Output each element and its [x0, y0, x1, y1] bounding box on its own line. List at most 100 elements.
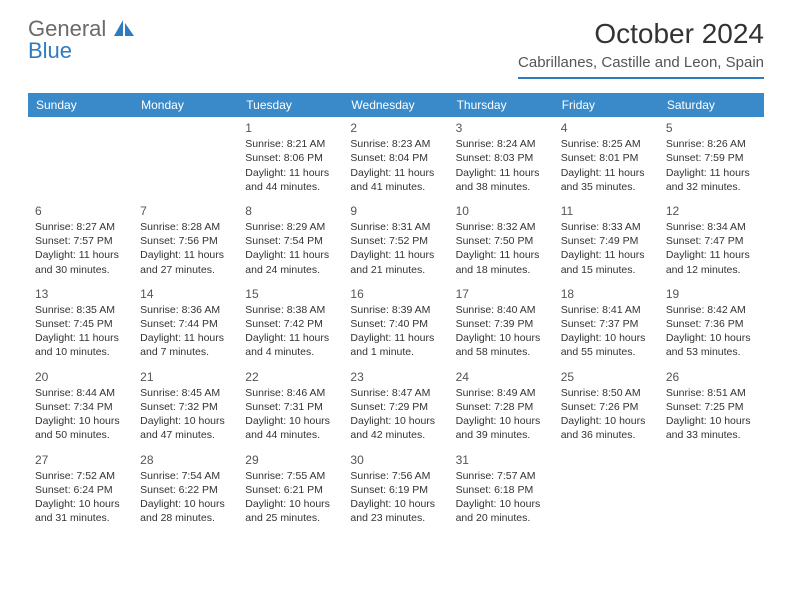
day-sunset: Sunset: 7:28 PM	[456, 400, 547, 414]
day-sunrise: Sunrise: 7:57 AM	[456, 469, 547, 483]
day-daylight: Daylight: 11 hours and 38 minutes.	[456, 166, 547, 194]
calendar-cell: 28Sunrise: 7:54 AMSunset: 6:22 PMDayligh…	[133, 449, 238, 532]
day-number: 30	[350, 452, 441, 468]
weekday-thu: Thursday	[449, 93, 554, 117]
day-number: 19	[666, 286, 757, 302]
calendar-cell: 5Sunrise: 8:26 AMSunset: 7:59 PMDaylight…	[659, 117, 764, 200]
day-daylight: Daylight: 10 hours and 55 minutes.	[561, 331, 652, 359]
day-number: 11	[561, 203, 652, 219]
day-sunset: Sunset: 7:57 PM	[35, 234, 126, 248]
day-sunset: Sunset: 7:44 PM	[140, 317, 231, 331]
calendar-cell: 10Sunrise: 8:32 AMSunset: 7:50 PMDayligh…	[449, 200, 554, 283]
day-sunrise: Sunrise: 8:32 AM	[456, 220, 547, 234]
calendar-cell: 31Sunrise: 7:57 AMSunset: 6:18 PMDayligh…	[449, 449, 554, 532]
calendar-cell	[554, 449, 659, 532]
day-daylight: Daylight: 10 hours and 39 minutes.	[456, 414, 547, 442]
calendar-cell: 2Sunrise: 8:23 AMSunset: 8:04 PMDaylight…	[343, 117, 448, 200]
day-sunrise: Sunrise: 8:44 AM	[35, 386, 126, 400]
calendar-cell: 11Sunrise: 8:33 AMSunset: 7:49 PMDayligh…	[554, 200, 659, 283]
day-number: 29	[245, 452, 336, 468]
day-daylight: Daylight: 11 hours and 15 minutes.	[561, 248, 652, 276]
day-number: 24	[456, 369, 547, 385]
day-sunrise: Sunrise: 8:33 AM	[561, 220, 652, 234]
weekday-fri: Friday	[554, 93, 659, 117]
day-daylight: Daylight: 11 hours and 7 minutes.	[140, 331, 231, 359]
day-sunset: Sunset: 6:19 PM	[350, 483, 441, 497]
day-number: 18	[561, 286, 652, 302]
day-daylight: Daylight: 11 hours and 27 minutes.	[140, 248, 231, 276]
day-sunrise: Sunrise: 8:47 AM	[350, 386, 441, 400]
day-sunset: Sunset: 7:40 PM	[350, 317, 441, 331]
location-label: Cabrillanes, Castille and Leon, Spain	[518, 54, 764, 79]
calendar-cell: 26Sunrise: 8:51 AMSunset: 7:25 PMDayligh…	[659, 366, 764, 449]
day-daylight: Daylight: 11 hours and 44 minutes.	[245, 166, 336, 194]
calendar-page: General Blue October 2024 Cabrillanes, C…	[0, 0, 792, 551]
heading-block: October 2024 Cabrillanes, Castille and L…	[518, 18, 764, 79]
day-sunrise: Sunrise: 7:55 AM	[245, 469, 336, 483]
weekday-tue: Tuesday	[238, 93, 343, 117]
day-sunset: Sunset: 6:24 PM	[35, 483, 126, 497]
day-daylight: Daylight: 10 hours and 31 minutes.	[35, 497, 126, 525]
day-sunset: Sunset: 6:22 PM	[140, 483, 231, 497]
calendar-cell: 7Sunrise: 8:28 AMSunset: 7:56 PMDaylight…	[133, 200, 238, 283]
day-sunset: Sunset: 7:31 PM	[245, 400, 336, 414]
day-sunset: Sunset: 7:39 PM	[456, 317, 547, 331]
day-daylight: Daylight: 10 hours and 47 minutes.	[140, 414, 231, 442]
day-sunset: Sunset: 8:01 PM	[561, 151, 652, 165]
calendar-cell: 19Sunrise: 8:42 AMSunset: 7:36 PMDayligh…	[659, 283, 764, 366]
day-daylight: Daylight: 11 hours and 24 minutes.	[245, 248, 336, 276]
day-sunrise: Sunrise: 7:56 AM	[350, 469, 441, 483]
weekday-header: Sunday Monday Tuesday Wednesday Thursday…	[28, 93, 764, 117]
day-sunrise: Sunrise: 8:42 AM	[666, 303, 757, 317]
calendar-cell: 4Sunrise: 8:25 AMSunset: 8:01 PMDaylight…	[554, 117, 659, 200]
day-number: 23	[350, 369, 441, 385]
day-daylight: Daylight: 10 hours and 50 minutes.	[35, 414, 126, 442]
day-sunrise: Sunrise: 8:36 AM	[140, 303, 231, 317]
day-sunset: Sunset: 7:50 PM	[456, 234, 547, 248]
day-number: 2	[350, 120, 441, 136]
day-sunrise: Sunrise: 8:28 AM	[140, 220, 231, 234]
day-number: 9	[350, 203, 441, 219]
day-sunrise: Sunrise: 7:52 AM	[35, 469, 126, 483]
day-sunrise: Sunrise: 7:54 AM	[140, 469, 231, 483]
day-number: 8	[245, 203, 336, 219]
calendar-cell: 24Sunrise: 8:49 AMSunset: 7:28 PMDayligh…	[449, 366, 554, 449]
day-number: 21	[140, 369, 231, 385]
weekday-sat: Saturday	[659, 93, 764, 117]
calendar-cell: 25Sunrise: 8:50 AMSunset: 7:26 PMDayligh…	[554, 366, 659, 449]
calendar-cell	[28, 117, 133, 200]
calendar-cell: 20Sunrise: 8:44 AMSunset: 7:34 PMDayligh…	[28, 366, 133, 449]
calendar-cell: 29Sunrise: 7:55 AMSunset: 6:21 PMDayligh…	[238, 449, 343, 532]
day-sunrise: Sunrise: 8:26 AM	[666, 137, 757, 151]
day-sunrise: Sunrise: 8:23 AM	[350, 137, 441, 151]
day-sunset: Sunset: 8:03 PM	[456, 151, 547, 165]
calendar-cell: 18Sunrise: 8:41 AMSunset: 7:37 PMDayligh…	[554, 283, 659, 366]
calendar-cell	[133, 117, 238, 200]
day-sunset: Sunset: 7:32 PM	[140, 400, 231, 414]
day-daylight: Daylight: 11 hours and 18 minutes.	[456, 248, 547, 276]
day-daylight: Daylight: 10 hours and 36 minutes.	[561, 414, 652, 442]
day-sunrise: Sunrise: 8:27 AM	[35, 220, 126, 234]
day-sunset: Sunset: 8:04 PM	[350, 151, 441, 165]
day-sunrise: Sunrise: 8:21 AM	[245, 137, 336, 151]
day-sunset: Sunset: 7:49 PM	[561, 234, 652, 248]
day-number: 25	[561, 369, 652, 385]
day-daylight: Daylight: 10 hours and 20 minutes.	[456, 497, 547, 525]
day-number: 12	[666, 203, 757, 219]
day-number: 5	[666, 120, 757, 136]
day-sunset: Sunset: 7:26 PM	[561, 400, 652, 414]
day-sunrise: Sunrise: 8:50 AM	[561, 386, 652, 400]
day-daylight: Daylight: 10 hours and 33 minutes.	[666, 414, 757, 442]
day-sunrise: Sunrise: 8:29 AM	[245, 220, 336, 234]
day-number: 20	[35, 369, 126, 385]
day-sunset: Sunset: 7:52 PM	[350, 234, 441, 248]
day-sunset: Sunset: 7:56 PM	[140, 234, 231, 248]
weekday-sun: Sunday	[28, 93, 133, 117]
day-number: 27	[35, 452, 126, 468]
day-sunset: Sunset: 7:29 PM	[350, 400, 441, 414]
day-daylight: Daylight: 10 hours and 25 minutes.	[245, 497, 336, 525]
calendar-cell: 8Sunrise: 8:29 AMSunset: 7:54 PMDaylight…	[238, 200, 343, 283]
day-number: 15	[245, 286, 336, 302]
brand-logo: General Blue	[28, 18, 134, 62]
calendar-cell: 30Sunrise: 7:56 AMSunset: 6:19 PMDayligh…	[343, 449, 448, 532]
